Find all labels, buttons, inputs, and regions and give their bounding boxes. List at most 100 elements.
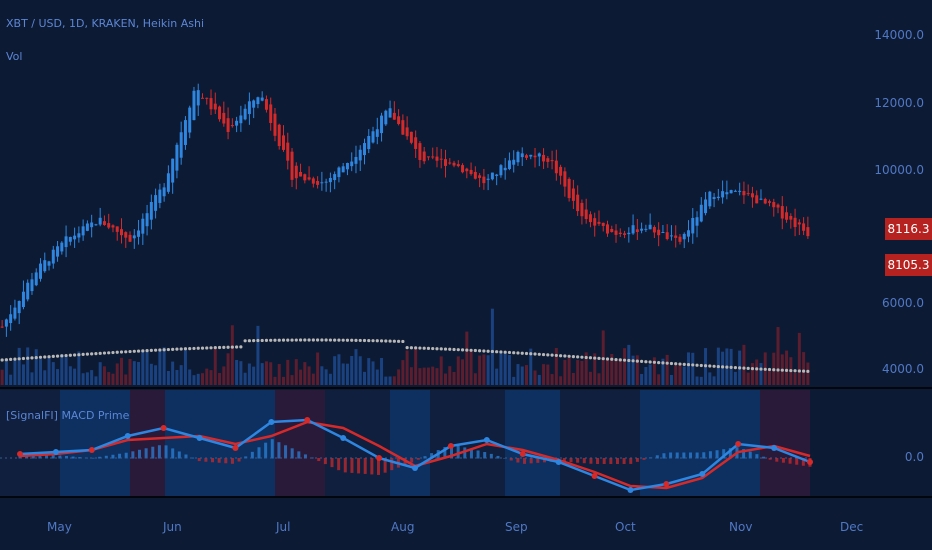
candle-body (154, 195, 158, 211)
histogram-bar (635, 458, 639, 462)
candle-body (559, 166, 563, 176)
volume-ma-dot (392, 339, 396, 343)
volume-bar (448, 366, 452, 385)
volume-bar (269, 362, 273, 385)
histogram-bar (788, 458, 792, 464)
oscillator-zone (390, 390, 430, 496)
candle-body (759, 198, 763, 200)
volume-bar (392, 376, 396, 385)
candle-body (115, 226, 119, 232)
candle-body (610, 228, 614, 233)
volume-legend: Vol (6, 50, 23, 63)
crossover-marker (807, 459, 813, 465)
volume-bar (243, 372, 247, 385)
histogram-bar (509, 458, 513, 461)
candle-body (439, 158, 443, 160)
volume-bar (213, 348, 217, 385)
volume-ma-dot (657, 360, 661, 365)
oscillator-zone (0, 390, 60, 496)
volume-ma-dot (256, 338, 260, 343)
volume-ma-dot (200, 346, 205, 350)
volume-bar (657, 374, 661, 385)
volume-ma-dot (759, 367, 763, 371)
candle-body (120, 229, 123, 236)
histogram-bar (230, 458, 234, 464)
histogram-bar (290, 448, 294, 459)
volume-ma-dot (358, 338, 362, 343)
volume-ma-dot (375, 339, 379, 343)
x-tick-label: Oct (615, 520, 636, 534)
volume-bar (469, 349, 473, 385)
volume-bar (120, 357, 123, 385)
volume-ma-dot (499, 350, 503, 354)
candle-body (30, 279, 34, 292)
candle-body (678, 236, 682, 242)
histogram-bar (589, 458, 593, 464)
volume-bar (486, 355, 490, 385)
volume-ma-dots (0, 338, 810, 373)
candle-body (772, 202, 776, 208)
volume-ma-dot (576, 355, 580, 359)
volume-ma-dot (316, 338, 320, 342)
crossover-marker (160, 425, 167, 431)
candle-body (358, 149, 362, 161)
volume-bar (307, 366, 311, 385)
volume-bar (303, 362, 307, 385)
candle-body (405, 127, 409, 137)
histogram-bar (748, 451, 752, 459)
volume-bar (375, 369, 379, 385)
candle-body (299, 171, 303, 177)
volume-bar (571, 372, 575, 385)
candle-body (695, 217, 699, 226)
volume-bar (802, 352, 806, 385)
volume-ma-dot (226, 345, 230, 349)
histogram-bar (357, 458, 361, 474)
candle-body (56, 246, 60, 257)
volume-bar (640, 373, 644, 385)
histogram-bar (310, 457, 314, 459)
histogram-bar (64, 456, 68, 459)
volume-ma-dot (43, 355, 47, 359)
histogram-bar (317, 458, 321, 462)
candle-body (806, 227, 810, 237)
candle-body (516, 151, 520, 163)
volume-ma-dot (452, 347, 456, 352)
volume-bar (678, 364, 682, 385)
volume-ma-dot (533, 352, 537, 356)
volume-bar (461, 359, 465, 385)
candle-body (750, 193, 754, 198)
volume-ma-dot (269, 338, 273, 342)
volume-bar (546, 364, 550, 385)
volume-bar (128, 358, 132, 385)
volume-bar (247, 363, 251, 385)
volume-bar (414, 347, 418, 385)
volume-bar (367, 358, 371, 385)
histogram-bar (330, 458, 334, 468)
volume-ma-dot (554, 353, 558, 358)
crossover-marker (52, 449, 59, 455)
volume-bar (320, 366, 324, 385)
volume-bar (520, 366, 524, 385)
histogram-bar (536, 458, 540, 463)
oscillator-zone (640, 390, 705, 496)
candle-body (34, 272, 38, 286)
volume-bar (648, 364, 652, 385)
crossover-marker (340, 435, 347, 441)
volume-bar (94, 376, 98, 385)
volume-ma-dot (593, 356, 597, 360)
volume-bar (384, 376, 388, 385)
candle-body (640, 228, 644, 231)
candle-body (256, 97, 260, 105)
histogram-bar (78, 457, 82, 459)
oscillator-zone (705, 390, 760, 496)
volume-bar (4, 359, 8, 385)
candle-body (209, 98, 213, 110)
candle-body (252, 100, 256, 108)
volume-ma-dot (507, 350, 512, 355)
candle-body (158, 189, 162, 203)
crossover-marker (627, 487, 634, 493)
volume-bar (785, 350, 789, 385)
volume-bar (328, 373, 332, 385)
histogram-bar (157, 445, 161, 459)
